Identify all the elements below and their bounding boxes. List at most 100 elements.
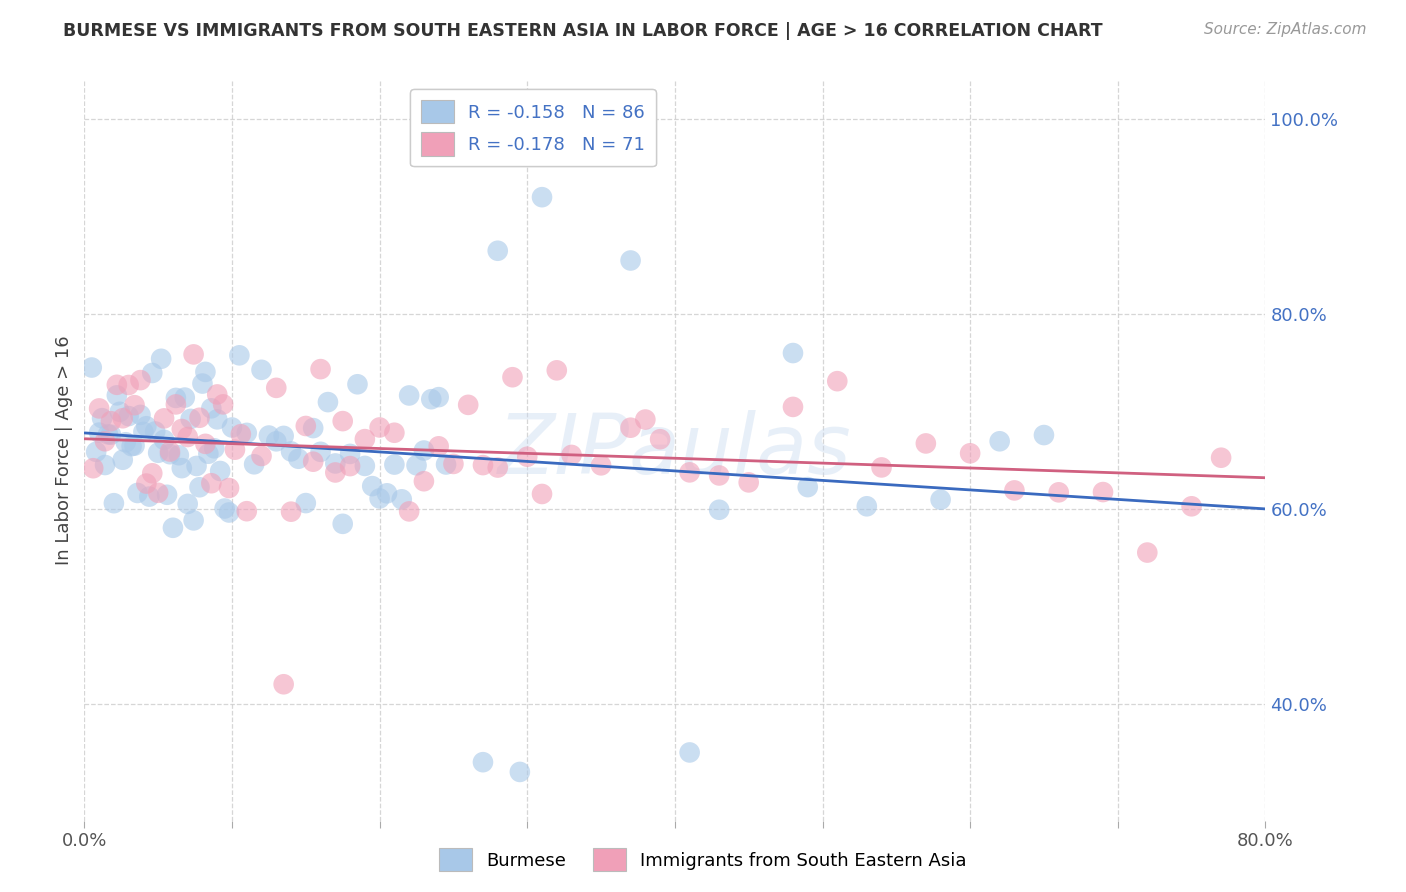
Point <box>302 455 325 469</box>
Point <box>124 439 146 453</box>
Point <box>177 497 200 511</box>
Point <box>150 351 173 366</box>
Point <box>250 449 273 463</box>
Point <box>132 425 155 439</box>
Legend: R = -0.158   N = 86, R = -0.178   N = 71: R = -0.158 N = 86, R = -0.178 N = 71 <box>411 89 655 167</box>
Point <box>94 458 117 472</box>
Point <box>339 447 361 461</box>
Point <box>266 434 288 449</box>
Point <box>472 458 495 472</box>
Point <box>141 366 163 380</box>
Point <box>827 374 849 388</box>
Point <box>229 427 252 442</box>
Y-axis label: In Labor Force | Age > 16: In Labor Force | Age > 16 <box>55 335 73 566</box>
Point <box>316 395 339 409</box>
Point <box>129 373 152 387</box>
Point <box>209 464 232 478</box>
Point <box>959 446 981 460</box>
Point <box>325 457 347 471</box>
Point <box>420 392 443 407</box>
Point <box>236 425 259 440</box>
Point <box>457 398 479 412</box>
Point <box>1211 450 1233 465</box>
Point <box>591 458 613 473</box>
Point <box>165 397 187 411</box>
Point <box>368 491 391 506</box>
Point <box>105 377 128 392</box>
Point <box>516 450 538 464</box>
Point <box>382 458 406 472</box>
Point <box>186 458 208 473</box>
Point <box>129 408 152 422</box>
Point <box>165 391 187 405</box>
Point <box>111 452 134 467</box>
Point <box>443 457 465 471</box>
Point <box>124 398 146 412</box>
Point <box>159 447 181 461</box>
Point <box>214 501 236 516</box>
Point <box>427 390 450 404</box>
Point <box>91 411 114 425</box>
Point <box>782 400 804 414</box>
Point <box>105 388 128 402</box>
Point <box>486 244 509 258</box>
Point <box>80 360 103 375</box>
Point <box>354 432 377 446</box>
Point <box>177 430 200 444</box>
Point <box>368 420 391 434</box>
Point <box>486 460 509 475</box>
Point <box>634 412 657 426</box>
Point <box>127 486 149 500</box>
Point <box>398 388 420 402</box>
Point <box>405 458 427 473</box>
Point <box>212 397 235 411</box>
Point <box>224 442 246 457</box>
Point <box>103 496 125 510</box>
Point <box>221 420 243 434</box>
Point <box>200 476 222 491</box>
Point <box>332 414 354 428</box>
Point <box>375 486 398 500</box>
Point <box>87 425 111 440</box>
Point <box>111 411 134 425</box>
Point <box>100 414 122 428</box>
Point <box>148 446 170 460</box>
Point <box>427 439 450 453</box>
Point <box>218 481 240 495</box>
Point <box>856 500 879 514</box>
Point <box>1004 483 1026 498</box>
Point <box>273 429 295 443</box>
Point <box>143 425 166 439</box>
Point <box>1047 485 1070 500</box>
Point <box>650 432 672 446</box>
Point <box>228 348 250 362</box>
Point <box>531 190 554 204</box>
Point <box>797 480 820 494</box>
Point <box>170 461 193 475</box>
Point <box>354 458 377 473</box>
Point <box>679 466 702 480</box>
Point <box>620 253 643 268</box>
Point <box>135 476 157 491</box>
Point <box>339 459 361 474</box>
Point <box>200 401 222 416</box>
Point <box>159 444 181 458</box>
Point <box>148 485 170 500</box>
Point <box>434 458 457 472</box>
Point <box>218 506 240 520</box>
Point <box>332 516 354 531</box>
Point <box>709 468 731 483</box>
Text: ZIPaulas: ZIPaulas <box>498 410 852 491</box>
Point <box>250 363 273 377</box>
Point <box>561 448 583 462</box>
Point <box>266 381 288 395</box>
Point <box>988 434 1011 449</box>
Point <box>141 467 163 481</box>
Point <box>156 488 179 502</box>
Point <box>295 419 318 434</box>
Point <box>82 461 104 475</box>
Point <box>546 363 568 377</box>
Point <box>87 401 111 416</box>
Point <box>138 490 160 504</box>
Point <box>188 480 211 494</box>
